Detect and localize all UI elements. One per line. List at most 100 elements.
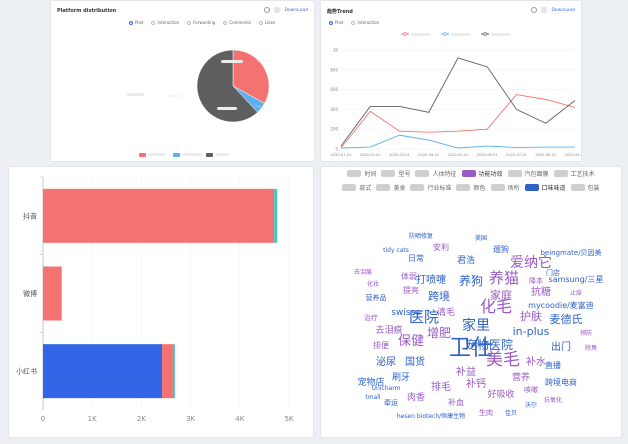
cloud-word[interactable]: 泌尿 [376,355,396,368]
cloud-word[interactable]: 补益 [456,365,476,378]
filter-tag[interactable]: 时间 [347,169,376,178]
download-button[interactable]: DownLoad [551,7,575,13]
cloud-word[interactable]: 排便 [373,340,389,350]
cloud-word[interactable]: 生肉 [479,408,493,417]
cloud-word[interactable]: 去泪痕 [375,324,402,336]
filter-tag[interactable]: 汽包面膜 [507,169,549,178]
cloud-word[interactable]: 养狗 [459,273,483,288]
filter-tag[interactable]: 型号 [381,169,410,178]
cloud-word[interactable]: tidy cats [383,247,409,254]
history-icon[interactable] [264,7,271,13]
cloud-word[interactable]: 清毛 [437,306,455,318]
cloud-word[interactable]: 抗糖 [531,285,551,298]
cloud-word[interactable]: 咳嗽 [524,385,538,394]
filter-tag[interactable]: 人体特征 [415,169,457,178]
cloud-word[interactable]: 遛狗 [493,244,509,254]
cloud-word[interactable]: 宠物店 [357,376,384,388]
cloud-word[interactable]: 直播 [545,360,561,370]
filter-tag[interactable]: 包装 [570,183,600,192]
toggle-icon[interactable] [541,7,548,13]
filter-tag[interactable]: 款式 [342,183,371,192]
pie-slice[interactable] [232,49,270,104]
cloud-word[interactable]: 宠物医院 [465,337,513,352]
radio-option[interactable]: Post [329,20,343,25]
cloud-word[interactable]: 预防 [580,329,592,337]
cloud-word[interactable]: 治疗 [364,313,378,322]
cloud-word[interactable]: swisse [391,308,421,318]
radio-option[interactable]: Likes [259,20,275,25]
cloud-word[interactable]: 保健 [398,334,424,349]
cloud-word[interactable]: 家庭 [490,288,512,302]
cloud-word[interactable]: 牵运 [384,398,398,407]
cloud-word[interactable]: 去泪痕 [354,268,372,276]
cloud-word[interactable]: 出门 [551,340,571,353]
cloud-word[interactable]: hesen biotech/恒康生物 [397,412,465,420]
cloud-word[interactable]: 防晒修复 [409,232,433,240]
cloud-word[interactable]: 医院 [409,308,439,326]
cloud-word[interactable]: 门店 [546,268,560,277]
cloud-word[interactable]: 止痒 [570,289,582,297]
legend-swatch-red[interactable] [139,153,146,157]
legend-swatch-blue[interactable] [173,153,180,157]
cloud-word[interactable]: 好吸收 [487,388,514,400]
cloud-word[interactable]: tmall [365,394,381,401]
toggle-icon[interactable] [274,7,281,13]
cloud-word[interactable]: 日常 [408,254,424,263]
bar-segment[interactable] [162,344,173,399]
cloud-word[interactable]: 佳贝 [505,409,517,417]
radio-option[interactable]: Comments [223,20,251,25]
cloud-word[interactable]: 营养品 [366,293,387,302]
filter-tag[interactable]: 行业标准 [410,183,451,192]
cloud-word[interactable]: 美国 [475,234,487,242]
history-icon[interactable] [531,7,538,13]
cloud-word[interactable]: 体弱 [401,271,417,281]
bar-segment[interactable] [172,344,175,399]
radio-option[interactable]: Interaction [351,20,379,25]
series-line[interactable] [340,94,576,149]
cloud-word[interactable]: Unicharm [372,385,401,392]
cloud-word[interactable]: 麦德氏 [550,312,583,326]
cloud-word[interactable]: 增肥 [427,326,451,340]
radio-option[interactable]: Interaction [151,20,179,25]
radio-option[interactable]: Forwarding [187,20,215,25]
cloud-word[interactable]: 提亮 [403,285,419,295]
cloud-word[interactable]: 刷牙 [392,372,410,383]
filter-tag[interactable]: 工艺技术 [553,169,595,178]
radio-option[interactable]: Post [129,20,143,25]
filter-tag[interactable]: 颜色 [456,183,486,192]
cloud-word[interactable]: 补水 [526,355,546,368]
cloud-word[interactable]: 安利 [433,242,449,252]
cloud-word[interactable]: mycoodie/麦富迪 [528,300,594,310]
filter-tag[interactable]: 美食 [376,183,405,192]
cloud-word[interactable]: 爱纳它 [510,254,552,271]
cloud-word[interactable]: 护肤 [520,309,542,323]
pie-slice[interactable] [196,49,258,123]
cloud-word[interactable]: samsung/三星 [549,275,604,284]
download-button[interactable]: DownLoad [284,7,308,13]
bar-segment[interactable] [43,266,62,321]
cloud-word[interactable]: 降本 [529,276,543,285]
cloud-word[interactable]: 打喷嚏 [416,273,446,286]
cloud-word[interactable]: 美毛 [486,350,520,370]
series-line[interactable] [340,134,575,149]
cloud-word[interactable]: 营养 [512,371,530,383]
filter-tag[interactable]: 场所 [490,183,520,192]
cloud-word[interactable]: 排毛 [431,380,451,393]
cloud-word[interactable]: 化毛 [480,297,512,316]
bar-segment[interactable] [43,344,163,399]
cloud-word[interactable]: 肉香 [407,391,425,403]
cloud-word[interactable]: 跨境 [428,289,450,303]
bar-segment[interactable] [274,188,278,243]
cloud-word[interactable]: 补钙 [466,377,486,390]
cloud-word[interactable]: 除臭 [585,344,597,352]
cloud-word[interactable]: 化妆 [367,280,379,288]
cloud-word[interactable]: 跨境电商 [545,377,577,387]
filter-tag[interactable]: 功能功效 [461,169,503,178]
cloud-word[interactable]: 沃尔 [525,401,537,409]
cloud-word[interactable]: in-plus [513,325,550,338]
cloud-word[interactable]: 卫仕 [449,336,493,361]
cloud-word[interactable]: beingmate/贝因美 [540,248,601,257]
cloud-word[interactable]: 君浩 [457,254,475,266]
cloud-word[interactable]: 抗氧化 [544,396,562,404]
filter-tag[interactable]: 口味味道 [524,183,566,192]
